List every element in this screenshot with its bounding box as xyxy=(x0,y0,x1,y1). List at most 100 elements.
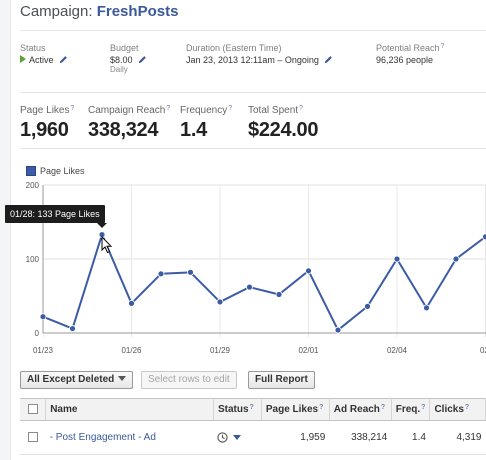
header-clicks-label: Clicks xyxy=(434,404,464,415)
row-ad-reach: 338,214 xyxy=(329,420,392,455)
header-select-all[interactable] xyxy=(20,398,47,421)
legend-swatch xyxy=(26,166,36,176)
metric-campaign-reach: Campaign Reach? 338,324 xyxy=(88,105,170,142)
data-point xyxy=(128,299,135,307)
chevron-down-icon xyxy=(118,376,127,381)
duration-label: Duration (Eastern Time) xyxy=(186,43,282,53)
data-point xyxy=(246,283,253,291)
budget-value-row[interactable]: $8.00 xyxy=(110,55,147,65)
y-tick-label: 100 xyxy=(26,255,40,264)
page-likes-line-chart[interactable]: 200 100 0 01/23 01/26 01/29 02/01 02/04 02/ xyxy=(0,175,486,360)
data-point xyxy=(275,291,283,298)
x-tick-label: 01/23 xyxy=(33,346,54,355)
header-name[interactable]: Name xyxy=(45,398,214,421)
help-icon[interactable]: ? xyxy=(380,404,386,411)
help-icon[interactable]: ? xyxy=(464,404,470,411)
row-name-cell[interactable]: - Post Engagement - Ad xyxy=(45,420,214,455)
potential-reach-block: Potential Reach? 96,236 people xyxy=(376,43,444,65)
help-icon[interactable]: ? xyxy=(421,404,426,411)
chevron-down-icon[interactable] xyxy=(233,434,242,440)
x-tick-label: 02/01 xyxy=(298,346,319,355)
data-point xyxy=(39,313,47,321)
help-icon[interactable]: ? xyxy=(166,105,171,112)
full-report-button[interactable]: Full Report xyxy=(248,371,315,389)
metric-value: 1,960 xyxy=(20,119,69,141)
metric-label: Campaign Reach xyxy=(88,105,166,116)
header-clicks[interactable]: Clicks? xyxy=(429,398,486,421)
chart-legend[interactable]: Page Likes xyxy=(26,166,85,176)
data-point xyxy=(157,270,165,278)
divider xyxy=(20,148,486,149)
x-tick-label: 01/29 xyxy=(210,346,231,355)
status-value: Active xyxy=(29,55,54,65)
data-point xyxy=(69,325,76,332)
filter-label: All Except Deleted xyxy=(27,374,115,385)
status-value-row[interactable]: Active xyxy=(20,55,68,65)
header-name-label: Name xyxy=(50,404,78,415)
metric-total-spent: Total Spent? $224.00 xyxy=(248,105,319,142)
header-page-likes-label: Page Likes xyxy=(265,404,319,415)
data-point xyxy=(305,267,312,275)
row-checkbox[interactable] xyxy=(27,431,38,442)
budget-value: $8.00 xyxy=(110,55,133,65)
ads-table: Name Status? Page Likes? Ad Reach? Freq.… xyxy=(20,398,486,455)
row-select-cell[interactable] xyxy=(20,420,46,455)
header-ad-reach[interactable]: Ad Reach? xyxy=(329,398,392,421)
row-clicks: 4,319 xyxy=(429,420,486,455)
clock-icon[interactable] xyxy=(217,431,229,443)
x-tick-label: 02/ xyxy=(480,346,486,355)
header-page-likes[interactable]: Page Likes? xyxy=(261,398,330,421)
header-status-label: Status xyxy=(217,404,249,415)
data-point xyxy=(216,298,224,306)
x-tick-label: 01/26 xyxy=(121,346,142,355)
status-block: Status Active xyxy=(20,43,68,65)
header-ad-reach-label: Ad Reach xyxy=(333,404,380,415)
row-freq: 1.4 xyxy=(391,420,430,455)
metric-value: $224.00 xyxy=(248,119,319,141)
header-status[interactable]: Status? xyxy=(213,398,262,421)
row-status-cell[interactable] xyxy=(213,420,262,455)
help-icon[interactable]: ? xyxy=(319,404,324,411)
budget-block: Budget $8.00 Daily xyxy=(110,43,147,74)
help-icon[interactable]: ? xyxy=(440,43,445,50)
data-point xyxy=(364,302,371,310)
data-point xyxy=(452,255,460,263)
pencil-icon[interactable] xyxy=(59,55,68,64)
play-icon xyxy=(20,55,26,63)
potential-reach-value: 96,236 people xyxy=(376,55,434,65)
potential-reach-label: Potential Reach xyxy=(376,43,440,53)
pencil-icon[interactable] xyxy=(324,55,333,64)
divider xyxy=(20,30,486,31)
header-freq[interactable]: Freq.? xyxy=(391,398,431,421)
row-page-likes: 1,959 xyxy=(261,420,330,455)
table-row[interactable]: - Post Engagement - Ad 1,959 338,214 1.4… xyxy=(20,420,486,455)
budget-label: Budget xyxy=(110,43,139,53)
pencil-icon[interactable] xyxy=(138,55,147,64)
table-header-row: Name Status? Page Likes? Ad Reach? Freq.… xyxy=(20,398,486,421)
filter-dropdown[interactable]: All Except Deleted xyxy=(20,371,134,389)
help-icon[interactable]: ? xyxy=(70,105,75,112)
data-point xyxy=(482,233,486,241)
campaign-name: FreshPosts xyxy=(96,3,179,20)
data-point xyxy=(187,268,194,276)
campaign-prefix: Campaign: xyxy=(20,3,93,20)
metric-label: Frequency xyxy=(180,105,228,116)
header-freq-label: Freq. xyxy=(395,404,421,415)
data-point xyxy=(423,304,430,312)
duration-block: Duration (Eastern Time) Jan 23, 2013 12:… xyxy=(186,43,333,65)
metric-page-likes: Page Likes? 1,960 xyxy=(20,105,74,142)
metric-value: 1.4 xyxy=(180,119,207,141)
ad-name-link[interactable]: - Post Engagement - Ad xyxy=(49,432,156,443)
help-icon[interactable]: ? xyxy=(228,105,233,112)
chart-tooltip: 01/28: 133 Page Likes xyxy=(5,205,107,228)
select-all-checkbox[interactable] xyxy=(27,403,38,414)
select-rows-button[interactable]: Select rows to edit xyxy=(141,371,237,389)
left-border-strip xyxy=(0,0,11,460)
duration-value-row[interactable]: Jan 23, 2013 12:11am – Ongoing xyxy=(186,55,333,65)
help-icon[interactable]: ? xyxy=(249,404,254,411)
potential-reach-label-row: Potential Reach? xyxy=(376,43,444,53)
help-icon[interactable]: ? xyxy=(299,105,303,112)
y-tick-label: 0 xyxy=(35,329,40,338)
page-title: Campaign: FreshPosts xyxy=(20,3,178,20)
data-point xyxy=(334,326,342,334)
